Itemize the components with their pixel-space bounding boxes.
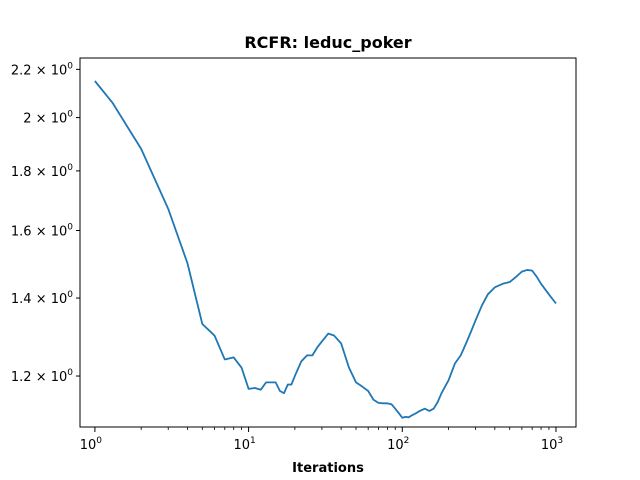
plot-frame <box>79 57 577 428</box>
y-tick-label: 2 × 100 <box>23 110 73 127</box>
y-tick-label: 1.8 × 100 <box>11 163 73 180</box>
chart-title: RCFR: leduc_poker <box>244 33 411 52</box>
x-axis: 100 101 102 103 <box>80 427 563 453</box>
x-tick-label: 100 <box>80 436 103 453</box>
x-tick-label: 103 <box>541 436 563 453</box>
y-tick-label: 1.4 × 100 <box>11 290 73 307</box>
y-tick-label: 1.2 × 100 <box>11 368 73 385</box>
y-tick-label: 1.6 × 100 <box>11 222 73 239</box>
x-axis-label: Iterations <box>292 461 364 476</box>
y-tick-label: 2.2 × 100 <box>11 61 73 78</box>
x-tick-label: 102 <box>387 436 409 453</box>
y-axis: 1.2 × 100 1.4 × 100 1.6 × 100 1.8 × 100 2 × … <box>11 61 80 385</box>
series-line <box>94 80 557 419</box>
x-tick-label: 101 <box>233 436 255 453</box>
